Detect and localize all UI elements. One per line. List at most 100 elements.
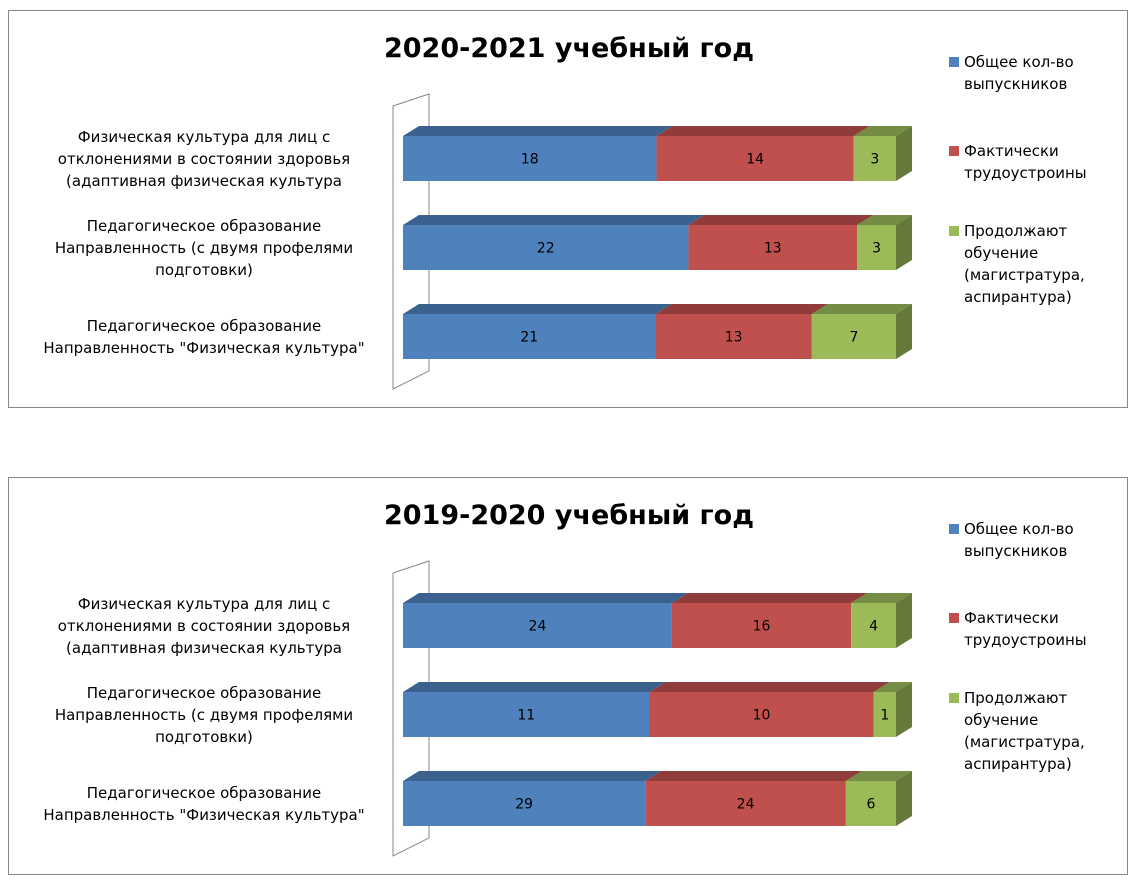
value-label: 18	[521, 152, 539, 168]
chart: 24 16 4 11 10 1 29 24 6 2019-2020 учебный год Физи…	[8, 477, 1128, 875]
bar-top	[403, 304, 672, 314]
legend-label: Общее кол-во выпускников	[964, 520, 1074, 560]
bar-top	[845, 771, 912, 781]
value-label: 29	[515, 797, 533, 813]
bar-top	[403, 682, 666, 692]
bar-segment	[873, 682, 912, 737]
bar-segment	[403, 126, 673, 181]
bar-front	[403, 314, 656, 359]
bar-top	[671, 593, 868, 603]
bar-top	[656, 126, 870, 136]
value-label: 4	[869, 619, 878, 635]
bar-top	[811, 304, 912, 314]
legend-swatch	[949, 693, 959, 703]
bar-segment	[403, 215, 705, 270]
bar-top	[873, 682, 912, 692]
bar-front	[873, 692, 896, 737]
bar-front	[853, 136, 896, 181]
wall	[392, 560, 430, 857]
bar-segment	[671, 593, 868, 648]
bar-segment	[645, 771, 862, 826]
bar-front	[403, 225, 689, 270]
legend-entry: Общее кол-во выпускников	[949, 518, 1074, 562]
bar-front	[403, 781, 646, 826]
legend-label: Общее кол-во выпускников	[964, 53, 1074, 93]
value-label: 13	[764, 241, 782, 257]
bar-segment	[845, 771, 912, 826]
bar-front	[403, 692, 650, 737]
bar-top	[403, 215, 705, 225]
chart: 18 14 3 22 13 3 21 13 7 2020-2021 учебный год Физи…	[8, 10, 1128, 408]
category-label: Физическая культура для лиц с отклонения…	[57, 594, 351, 657]
bar-segment	[811, 304, 912, 359]
bar-front	[845, 781, 896, 826]
bar-segment	[851, 593, 912, 648]
category-label: Педагогическое образование Направленност…	[54, 216, 354, 279]
value-label: 11	[517, 708, 535, 724]
bar-top	[851, 593, 912, 603]
bar-front	[655, 314, 812, 359]
bar-top	[403, 126, 673, 136]
bar-top	[853, 126, 912, 136]
bar-side	[896, 593, 912, 648]
value-label: 24	[737, 797, 755, 813]
bar-front	[688, 225, 858, 270]
value-label: 1	[880, 708, 889, 724]
bar-segment	[853, 126, 912, 181]
legend-label: Продолжают обучение (магистратура, аспир…	[964, 689, 1085, 773]
bar-segment	[649, 682, 890, 737]
bar-segment	[688, 215, 874, 270]
value-label: 6	[866, 797, 875, 813]
bar-front	[649, 692, 874, 737]
legend-entry: Фактически трудоустроины	[949, 140, 1087, 184]
legend-swatch	[949, 226, 959, 236]
bar-front	[851, 603, 896, 648]
plot: 18 14 3 22 13 3 21 13 7	[392, 93, 912, 390]
bar-side	[896, 126, 912, 181]
bar-front	[811, 314, 896, 359]
category-label: Педагогическое образование Направленност…	[43, 316, 365, 357]
bar-segment	[656, 126, 870, 181]
bar-top	[857, 215, 912, 225]
legend-swatch	[949, 613, 959, 623]
category-label: Педагогическое образование Направленност…	[43, 783, 365, 824]
legend-entry: Общее кол-во выпускников	[949, 51, 1074, 95]
value-label: 22	[537, 241, 555, 257]
value-label: 7	[849, 330, 858, 346]
bar-side	[896, 682, 912, 737]
bar-top	[655, 304, 828, 314]
bar-side	[896, 304, 912, 359]
value-label: 10	[753, 708, 771, 724]
value-label: 13	[725, 330, 743, 346]
bar-top	[403, 593, 688, 603]
legend-label: Продолжают обучение (магистратура, аспир…	[964, 222, 1085, 306]
bar-segment	[403, 593, 688, 648]
value-label: 3	[870, 152, 879, 168]
legend-swatch	[949, 146, 959, 156]
bar-top	[688, 215, 874, 225]
legend-entry: Фактически трудоустроины	[949, 607, 1087, 651]
bar-segment	[403, 771, 662, 826]
legend-swatch	[949, 57, 959, 67]
legend-label: Фактически трудоустроины	[964, 609, 1087, 649]
chart-title: 2019-2020 учебный год	[383, 500, 755, 531]
value-label: 3	[872, 241, 881, 257]
bar-segment	[403, 682, 666, 737]
bar-top	[645, 771, 862, 781]
bar-segment	[403, 304, 672, 359]
legend-entry: Продолжают обучение (магистратура, аспир…	[949, 220, 1085, 308]
legend-label: Фактически трудоустроины	[964, 142, 1087, 182]
bar-front	[656, 136, 854, 181]
bar-top	[649, 682, 890, 692]
value-label: 16	[753, 619, 771, 635]
legend-swatch	[949, 524, 959, 534]
bar-front	[857, 225, 896, 270]
bar-segment	[655, 304, 828, 359]
value-label: 14	[746, 152, 764, 168]
bar-segment	[857, 215, 912, 270]
plot: 24 16 4 11 10 1 29 24 6	[392, 560, 912, 857]
legend-entry: Продолжают обучение (магистратура, аспир…	[949, 687, 1085, 775]
category-label: Педагогическое образование Направленност…	[54, 683, 354, 746]
category-label: Физическая культура для лиц с отклонения…	[57, 127, 351, 190]
